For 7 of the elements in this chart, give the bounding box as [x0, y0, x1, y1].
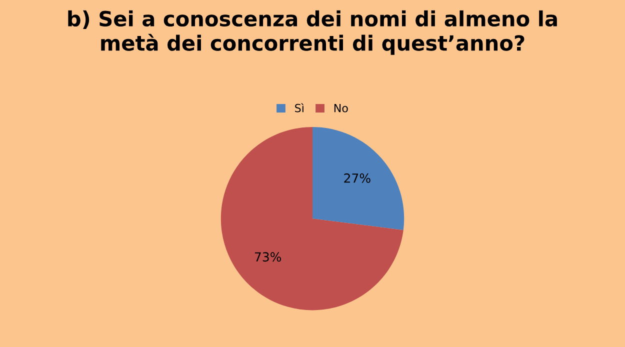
chart-title: b) Sei a conoscenza dei nomi di almeno la metà dei concorrenti di quest’anno? [68, 10, 557, 55]
data-label: 73% [254, 252, 282, 262]
pie-slice [312, 127, 404, 230]
data-label: 27% [344, 173, 370, 183]
pie-slice [220, 127, 404, 310]
legend-label: Sì [295, 103, 304, 112]
legend-label: No [334, 104, 348, 112]
